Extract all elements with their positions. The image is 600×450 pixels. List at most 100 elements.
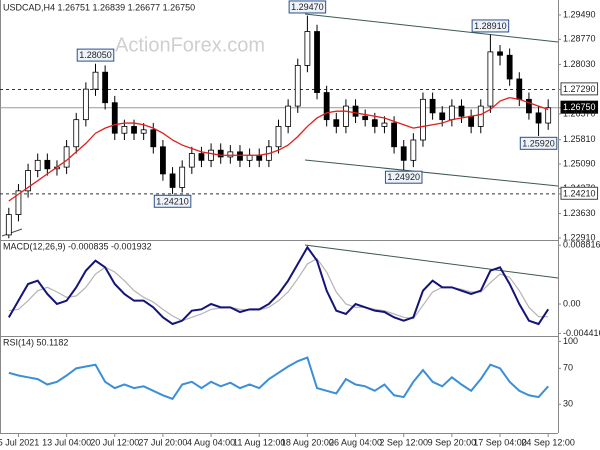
indicator-line bbox=[7, 245, 550, 326]
candle-body bbox=[208, 149, 214, 161]
candle-body bbox=[410, 139, 417, 161]
candle-body bbox=[140, 129, 147, 134]
candle-body bbox=[506, 54, 513, 80]
trend-line bbox=[304, 159, 559, 187]
label-box bbox=[471, 19, 510, 33]
candle-body bbox=[352, 105, 359, 117]
label-box bbox=[288, 0, 327, 14]
label-box bbox=[560, 82, 599, 96]
x-tick-label: 24 Sep 12:00 bbox=[521, 437, 575, 447]
candle-body bbox=[381, 122, 388, 127]
candle-body bbox=[160, 146, 166, 175]
candle-body bbox=[227, 151, 234, 158]
candle-body bbox=[198, 153, 205, 161]
x-tick-label: 13 Jul 04:00 bbox=[42, 437, 91, 447]
y-tick-label: 1.22910 bbox=[563, 232, 596, 242]
y-tick-label: 1.28030 bbox=[563, 59, 596, 69]
candle-body bbox=[275, 126, 282, 148]
label-box bbox=[560, 186, 599, 200]
y-tick-label: 100 bbox=[563, 336, 578, 346]
moving-average bbox=[8, 96, 549, 202]
y-tick-label: 1.29490 bbox=[563, 9, 596, 19]
x-tick-label: 27 Jul 20:00 bbox=[138, 437, 187, 447]
candle-body bbox=[5, 214, 12, 236]
label-box bbox=[76, 48, 115, 62]
candle-body bbox=[535, 112, 542, 124]
price-annotation: 1.28050 bbox=[79, 50, 112, 60]
y-tick-label: -0.004416 bbox=[563, 328, 600, 338]
y-tick-label: 30 bbox=[563, 399, 573, 409]
label-box bbox=[519, 136, 558, 150]
y-tick-label: 1.26750 bbox=[563, 102, 596, 112]
y-tick-label: 70 bbox=[563, 363, 573, 373]
price-annotation: 1.29470 bbox=[291, 2, 324, 12]
y-tick-label: 1.25090 bbox=[563, 158, 596, 168]
candle-body bbox=[179, 166, 186, 188]
candle-body bbox=[217, 149, 224, 158]
x-tick-label: 26 Aug 04:00 bbox=[329, 437, 382, 447]
candle-body bbox=[237, 151, 243, 161]
candle-body bbox=[256, 154, 263, 161]
candle-body bbox=[343, 105, 349, 127]
label-box bbox=[384, 170, 423, 184]
candle-body bbox=[304, 31, 311, 66]
candle-body bbox=[246, 154, 253, 161]
candle-body bbox=[131, 126, 137, 134]
y-tick-label: 1.27290 bbox=[563, 84, 596, 94]
y-tick-label: 1.26570 bbox=[563, 108, 596, 118]
candle-body bbox=[487, 51, 494, 107]
trend-line bbox=[1, 228, 23, 237]
price-annotation: 1.24920 bbox=[387, 172, 420, 182]
y-tick-label: 0.00 bbox=[563, 298, 581, 308]
candle-body bbox=[92, 71, 99, 90]
y-tick-label: 1.23630 bbox=[563, 208, 596, 218]
candle-body bbox=[477, 105, 484, 127]
candle-body bbox=[73, 119, 80, 148]
x-tick-label: 2 Sep 12:00 bbox=[379, 437, 428, 447]
candle-body bbox=[82, 88, 89, 121]
candle-body bbox=[111, 102, 118, 134]
candle-body bbox=[439, 112, 446, 121]
x-tick-label: 4 Aug 04:00 bbox=[187, 437, 235, 447]
y-tick-label: 1.24210 bbox=[563, 188, 596, 198]
x-tick-label: 5 Jul 2021 bbox=[0, 437, 39, 447]
watermark: ActionForex.com bbox=[115, 34, 265, 56]
candle-body bbox=[285, 105, 292, 127]
trend-line bbox=[304, 13, 559, 43]
label-box bbox=[560, 100, 599, 114]
candle-body bbox=[150, 129, 157, 148]
y-tick-label: 1.25810 bbox=[563, 134, 596, 144]
candle-body bbox=[545, 107, 552, 124]
candle-body bbox=[63, 146, 70, 168]
x-tick-label: 18 Aug 20:00 bbox=[281, 437, 334, 447]
indicator-line bbox=[8, 356, 549, 401]
candle-body bbox=[420, 98, 426, 141]
candle-body bbox=[121, 126, 128, 134]
candle-body bbox=[169, 173, 176, 188]
candle-body bbox=[314, 31, 320, 93]
label-box bbox=[153, 194, 192, 208]
candle-body bbox=[400, 146, 407, 161]
candle-body bbox=[362, 115, 369, 121]
candle-body bbox=[15, 190, 22, 215]
candle-body bbox=[333, 119, 340, 127]
candle-body bbox=[458, 105, 465, 117]
candle-body bbox=[468, 115, 475, 127]
macd-title: MACD(12,26,9) -0.000835 -0.001932 bbox=[3, 241, 152, 251]
price-annotation: 1.25920 bbox=[522, 138, 555, 148]
x-tick-label: 17 Sep 04:00 bbox=[473, 437, 527, 447]
y-tick-label: 1.28770 bbox=[563, 34, 596, 44]
candle-body bbox=[516, 78, 523, 100]
x-tick-label: 9 Sep 20:00 bbox=[428, 437, 477, 447]
x-tick-label: 11 Aug 12:00 bbox=[233, 437, 285, 447]
candle-body bbox=[44, 159, 51, 170]
rsi-title: RSI(14) 50.1182 bbox=[3, 337, 68, 347]
candle-body bbox=[34, 159, 41, 171]
candle-body bbox=[391, 122, 397, 148]
candle-body bbox=[371, 119, 378, 127]
y-tick-label: 0.008816 bbox=[563, 240, 600, 250]
price-annotation: 1.28910 bbox=[474, 21, 507, 31]
candle-body bbox=[429, 98, 436, 114]
candle-body bbox=[323, 92, 330, 121]
